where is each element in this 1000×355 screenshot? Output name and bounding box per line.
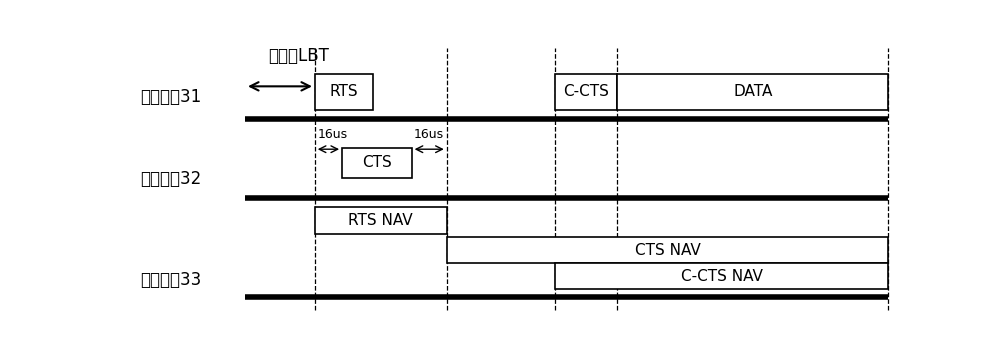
Bar — [342, 148, 412, 178]
Text: CTS: CTS — [362, 155, 392, 170]
Text: 第四类LBT: 第四类LBT — [268, 47, 329, 65]
Text: C-CTS: C-CTS — [563, 84, 609, 99]
Text: CTS NAV: CTS NAV — [635, 243, 700, 258]
Text: 16us: 16us — [413, 128, 443, 141]
Bar — [555, 263, 888, 289]
Text: RTS NAV: RTS NAV — [348, 213, 413, 228]
Bar — [617, 74, 888, 110]
Text: RTS: RTS — [330, 84, 358, 99]
Text: 其它设备33: 其它设备33 — [140, 272, 202, 289]
Bar — [315, 207, 447, 234]
Bar — [555, 74, 617, 110]
Bar — [315, 74, 373, 110]
Text: DATA: DATA — [733, 84, 772, 99]
Text: 接收设备32: 接收设备32 — [140, 170, 202, 188]
Text: C-CTS NAV: C-CTS NAV — [681, 269, 763, 284]
Bar — [447, 237, 888, 263]
Text: 发送设备31: 发送设备31 — [140, 88, 202, 106]
Text: 16us: 16us — [317, 128, 347, 141]
